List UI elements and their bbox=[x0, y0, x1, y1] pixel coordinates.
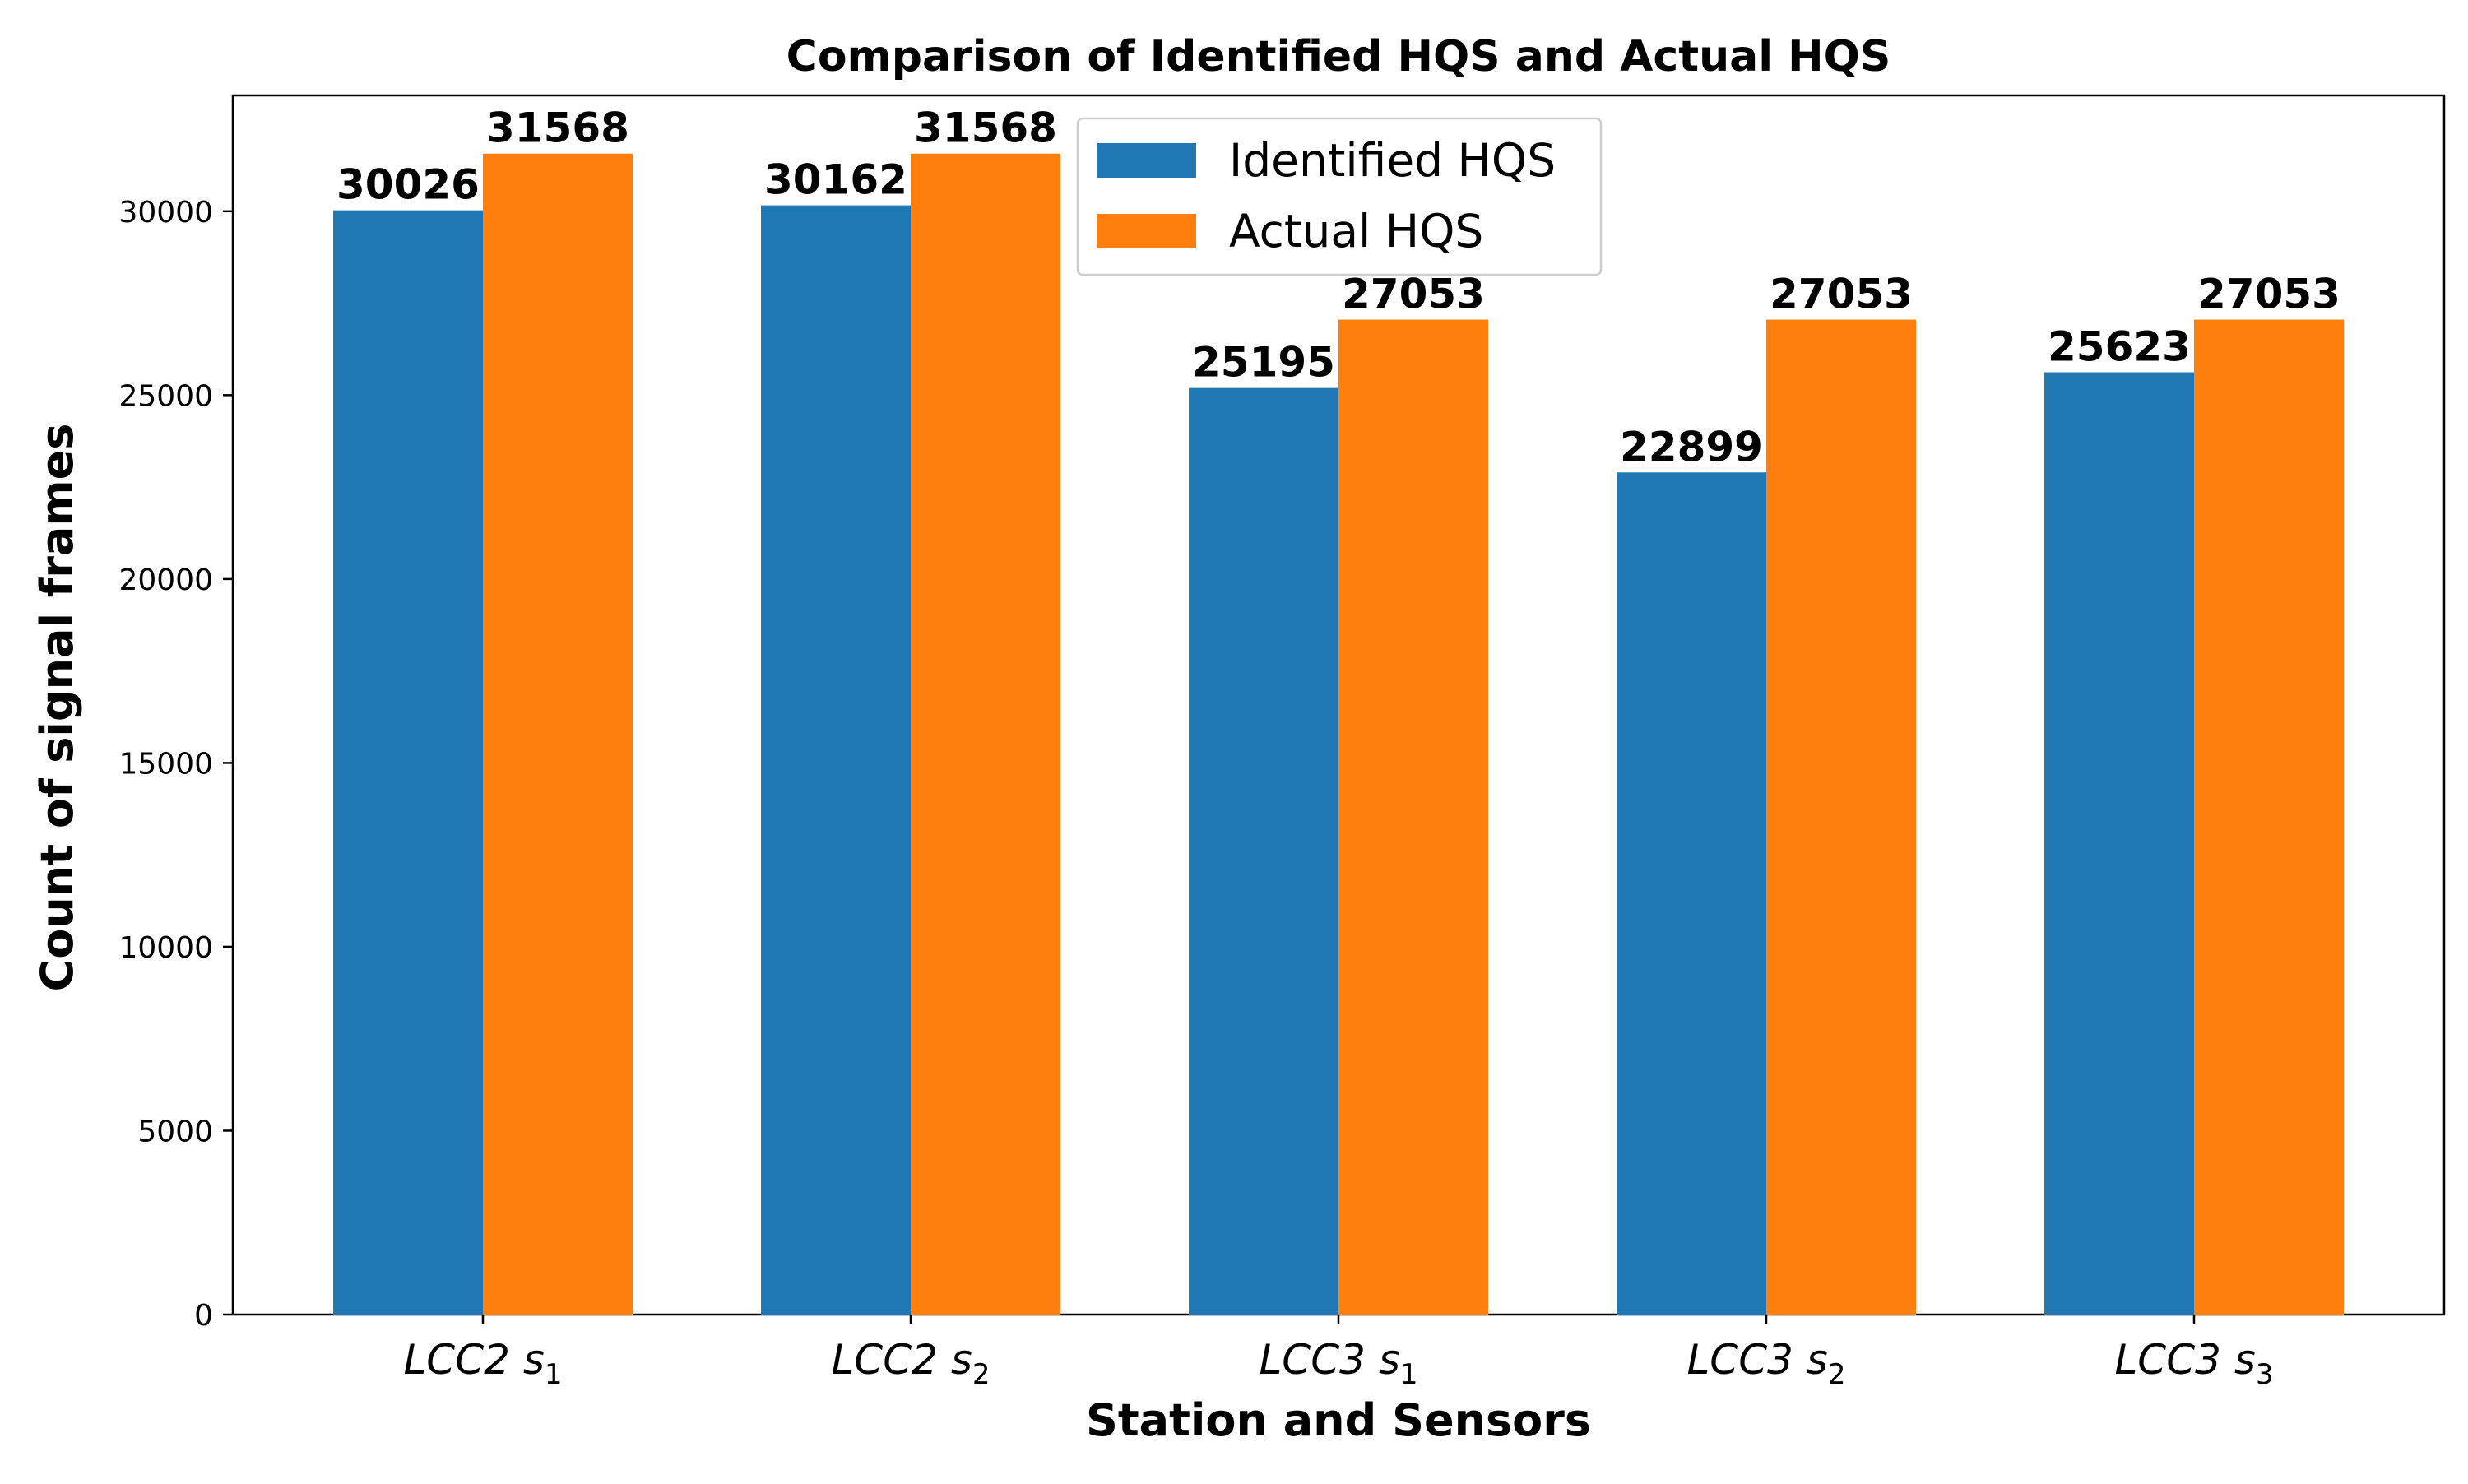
bar-identified-2 bbox=[1189, 387, 1338, 1315]
x-tick-label: LCC3 s3 bbox=[2114, 1336, 2273, 1391]
legend-box bbox=[1076, 117, 1603, 276]
y-tick-label: 15000 bbox=[118, 747, 213, 781]
bar-identified-0 bbox=[333, 210, 483, 1315]
bar-actual-0 bbox=[483, 153, 633, 1315]
data-label-actual-2: 27053 bbox=[1342, 271, 1485, 318]
bar-identified-3 bbox=[1617, 472, 1766, 1315]
bar-actual-1 bbox=[911, 153, 1060, 1315]
y-tick-label: 10000 bbox=[118, 931, 213, 965]
x-tick-label: LCC3 s2 bbox=[1686, 1336, 1845, 1391]
bar-identified-1 bbox=[761, 205, 911, 1315]
data-label-actual-4: 27053 bbox=[2197, 271, 2340, 318]
y-tick-label: 0 bbox=[194, 1299, 213, 1333]
bar-actual-3 bbox=[1766, 319, 1916, 1315]
x-tick-label: LCC3 s1 bbox=[1259, 1336, 1417, 1391]
legend-label-1: Actual HQS bbox=[1229, 205, 1483, 257]
legend-swatch-1 bbox=[1097, 214, 1196, 248]
data-labels-layer: 30026 30162 25195 22899 25623 31568 31568 27053… bbox=[336, 104, 2340, 471]
y-tick-label: 20000 bbox=[118, 563, 213, 597]
chart-title: Comparison of Identified HQS and Actual … bbox=[786, 32, 1891, 81]
y-axis-label: Count of signal frames bbox=[31, 424, 83, 992]
bar-actual-4 bbox=[2194, 319, 2344, 1315]
legend-label-0: Identified HQS bbox=[1229, 134, 1556, 187]
x-tick-label: LCC2 s1 bbox=[403, 1336, 562, 1391]
y-tick-label: 5000 bbox=[137, 1115, 213, 1148]
data-label-identified-0: 30026 bbox=[336, 161, 480, 209]
y-tick-label: 25000 bbox=[118, 379, 213, 413]
data-label-actual-1: 31568 bbox=[914, 104, 1057, 152]
legend-swatch-0 bbox=[1097, 143, 1196, 178]
x-axis-label: Station and Sensors bbox=[1086, 1394, 1591, 1446]
bar-identified-4 bbox=[2044, 372, 2194, 1315]
y-tick-label: 30000 bbox=[118, 196, 213, 230]
x-tick-label: LCC2 s2 bbox=[831, 1336, 990, 1391]
data-label-identified-1: 30162 bbox=[764, 156, 907, 204]
data-label-identified-2: 25195 bbox=[1192, 339, 1335, 387]
data-label-identified-3: 22899 bbox=[1620, 423, 1763, 471]
y-axis: 0 5000 10000 15000 20000 25000 30000 bbox=[118, 196, 233, 1333]
data-label-actual-0: 31568 bbox=[486, 104, 629, 152]
legend: Identified HQS Actual HQS bbox=[1076, 117, 1603, 276]
bar-actual-2 bbox=[1338, 319, 1488, 1315]
bars-layer bbox=[333, 153, 2344, 1315]
data-label-identified-4: 25623 bbox=[2048, 323, 2191, 371]
x-axis: LCC2 s1 LCC2 s2 LCC3 s1 LCC3 s2 LCC3 s3 bbox=[403, 1315, 2274, 1391]
data-label-actual-3: 27053 bbox=[1770, 271, 1913, 318]
